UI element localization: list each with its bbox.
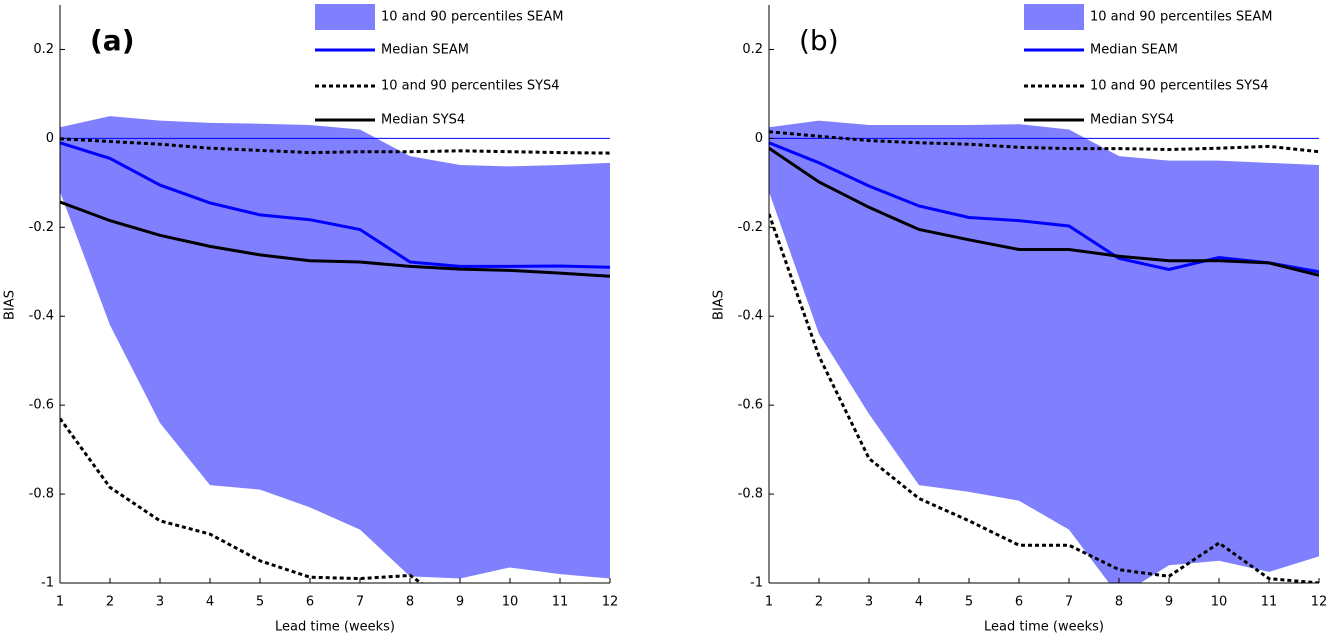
x-tick-label: 4 xyxy=(915,595,923,610)
panel-label: (b) xyxy=(799,24,839,57)
y-tick-label: -0.4 xyxy=(738,309,763,324)
x-tick-label: 2 xyxy=(106,595,114,610)
x-tick-label: 2 xyxy=(815,595,823,610)
x-tick-label: 6 xyxy=(1015,595,1023,610)
legend-label: 10 and 90 percentiles SYS4 xyxy=(381,79,560,94)
x-tick-label: 11 xyxy=(1261,595,1278,610)
series-line xyxy=(60,137,610,155)
y-tick-label: -0.4 xyxy=(29,309,54,324)
percentile-band xyxy=(60,116,610,579)
legend-label: 10 and 90 percentiles SEAM xyxy=(381,10,563,25)
legend-label: Median SYS4 xyxy=(1090,113,1174,128)
percentile-band xyxy=(769,120,1319,583)
y-tick-label: -0.2 xyxy=(29,220,54,235)
series-line xyxy=(60,141,610,269)
x-tick-label: 6 xyxy=(306,595,314,610)
x-tick-label: 12 xyxy=(602,595,619,610)
y-tick-label: -1 xyxy=(750,576,763,591)
series-line xyxy=(769,141,1319,274)
x-tick-label: 9 xyxy=(1165,595,1173,610)
y-tick-label: -0.6 xyxy=(29,398,54,413)
y-tick-label: -0.6 xyxy=(738,398,763,413)
x-tick-label: 8 xyxy=(406,595,414,610)
series-line xyxy=(769,130,1319,154)
y-tick-label: -0.8 xyxy=(29,487,54,502)
x-tick-label: 9 xyxy=(456,595,464,610)
plot-area xyxy=(60,116,610,583)
legend-label: Median SEAM xyxy=(381,43,469,58)
y-tick-label: -0.8 xyxy=(738,487,763,502)
x-tick-label: 7 xyxy=(356,595,364,610)
x-tick-label: 10 xyxy=(502,595,519,610)
y-tick-label: 0 xyxy=(755,131,763,146)
legend-label: Median SEAM xyxy=(1090,43,1178,58)
legend-label: 10 and 90 percentiles SYS4 xyxy=(1090,79,1269,94)
x-tick-label: 10 xyxy=(1211,595,1228,610)
x-tick-label: 3 xyxy=(865,595,873,610)
y-tick-label: 0.2 xyxy=(33,42,54,57)
y-tick-label: 0 xyxy=(46,131,54,146)
y-axis-label: BIAS xyxy=(3,290,18,320)
x-tick-label: 7 xyxy=(1065,595,1073,610)
x-tick-label: 5 xyxy=(256,595,264,610)
x-tick-label: 11 xyxy=(552,595,569,610)
panel-label: (a) xyxy=(90,24,135,57)
x-tick-label: 4 xyxy=(206,595,214,610)
x-tick-label: 3 xyxy=(156,595,164,610)
series-line xyxy=(769,213,1319,583)
x-tick-label: 12 xyxy=(1311,595,1328,610)
x-tick-label: 8 xyxy=(1115,595,1123,610)
x-axis-label: Lead time (weeks) xyxy=(984,620,1104,635)
legend-swatch xyxy=(1024,4,1084,30)
legend-swatch xyxy=(315,4,375,30)
panel: -1-0.8-0.6-0.4-0.200.21 2 3 4 5 6 7 8 9 10 11 12Lea… xyxy=(3,4,619,635)
x-tick-label: 5 xyxy=(965,595,973,610)
y-axis-label: BIAS xyxy=(712,290,727,320)
series-line xyxy=(769,146,1319,277)
panel: -1-0.8-0.6-0.4-0.200.21 2 3 4 5 6 7 8 9 10 11 12Lea… xyxy=(712,4,1328,635)
x-axis-label: Lead time (weeks) xyxy=(275,620,395,635)
series-line xyxy=(60,200,610,278)
x-tick-label: 1 xyxy=(765,595,773,610)
legend-label: 10 and 90 percentiles SEAM xyxy=(1090,10,1272,25)
legend-label: Median SYS4 xyxy=(381,113,465,128)
plot-area xyxy=(769,120,1319,583)
y-tick-label: 0.2 xyxy=(742,42,763,57)
y-tick-label: -1 xyxy=(41,576,54,591)
x-tick-label: 1 xyxy=(56,595,64,610)
y-tick-label: -0.2 xyxy=(738,220,763,235)
series-line xyxy=(60,417,424,583)
